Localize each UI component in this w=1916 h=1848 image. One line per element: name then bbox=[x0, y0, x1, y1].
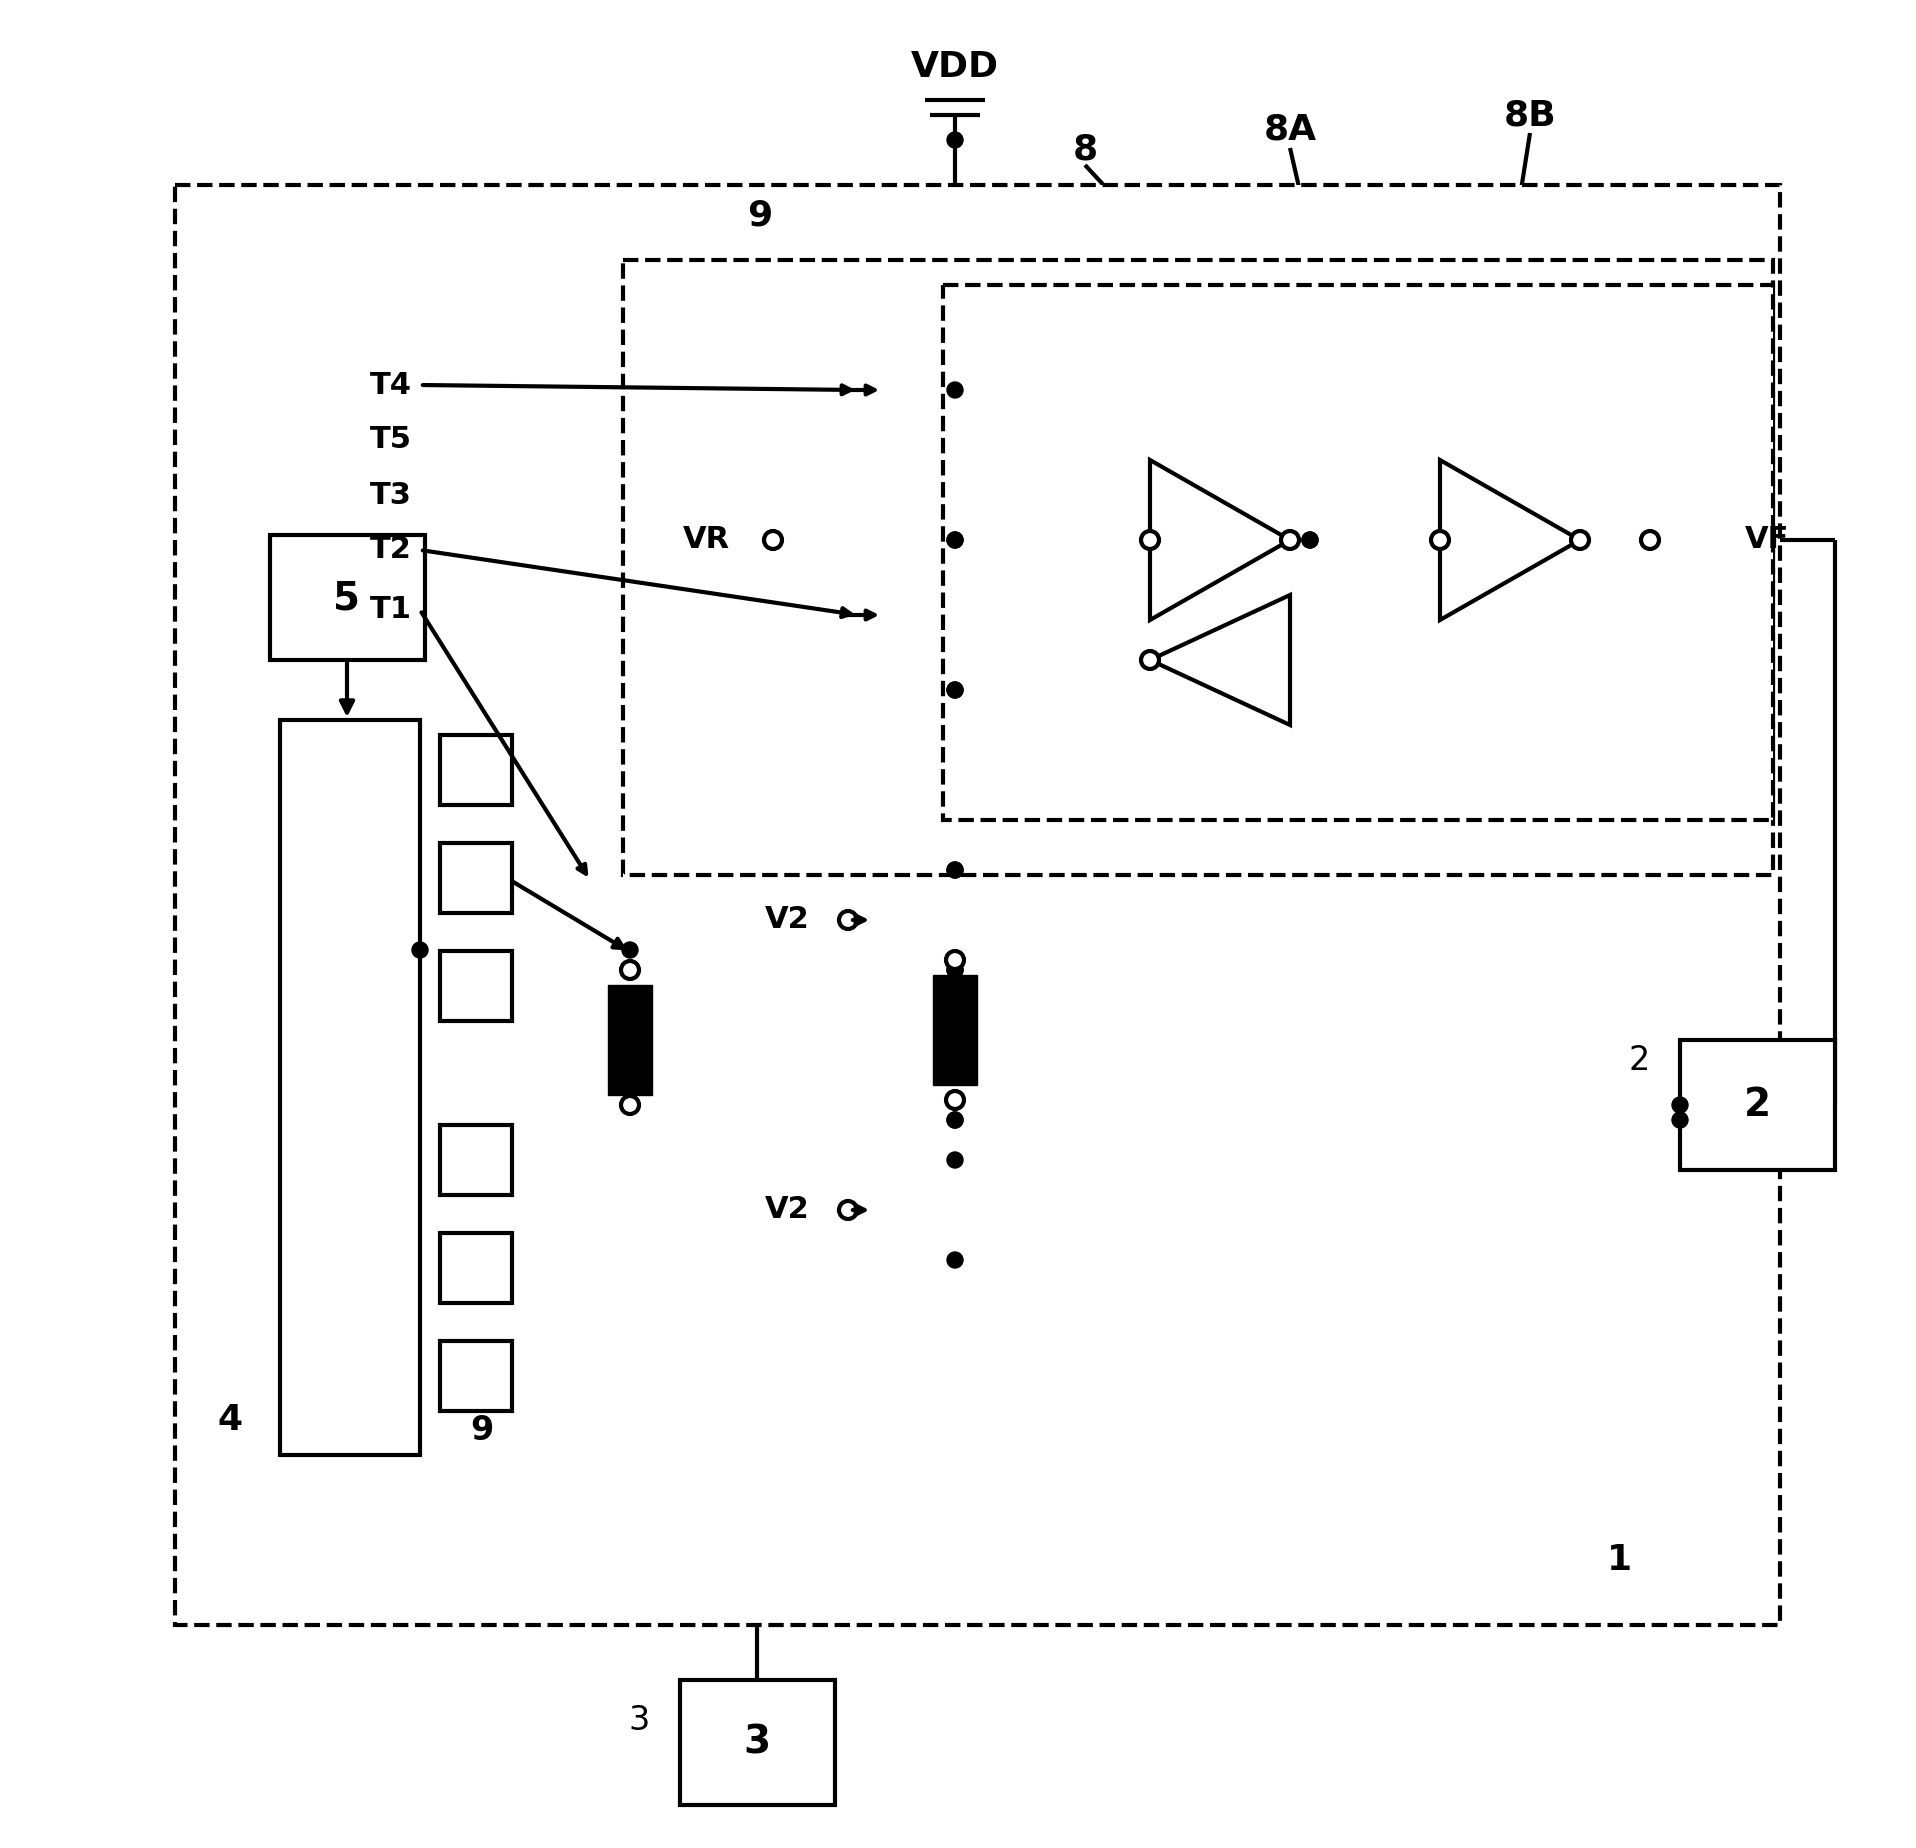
Text: 2: 2 bbox=[1629, 1044, 1650, 1077]
Circle shape bbox=[1673, 1112, 1688, 1127]
Circle shape bbox=[412, 942, 427, 957]
Text: 8: 8 bbox=[1073, 133, 1098, 166]
Text: T3: T3 bbox=[370, 480, 412, 510]
Bar bbox=[441, 952, 512, 1020]
Text: 8B: 8B bbox=[1504, 98, 1556, 131]
Bar bbox=[933, 976, 977, 1085]
Bar bbox=[441, 1233, 512, 1303]
Bar bbox=[441, 736, 512, 806]
Bar bbox=[1680, 1040, 1836, 1170]
Circle shape bbox=[947, 861, 964, 878]
Text: VDD: VDD bbox=[910, 50, 998, 83]
Circle shape bbox=[947, 682, 964, 699]
Bar bbox=[441, 1125, 512, 1196]
Circle shape bbox=[947, 383, 964, 397]
Bar bbox=[174, 185, 1780, 1624]
Circle shape bbox=[947, 1112, 964, 1127]
Bar bbox=[280, 721, 420, 1454]
Bar bbox=[441, 1342, 512, 1412]
Circle shape bbox=[1571, 530, 1588, 549]
Circle shape bbox=[1431, 530, 1448, 549]
Circle shape bbox=[947, 1251, 964, 1268]
Circle shape bbox=[947, 861, 964, 878]
Circle shape bbox=[1303, 532, 1318, 549]
Text: T2: T2 bbox=[370, 536, 412, 564]
Circle shape bbox=[839, 911, 856, 930]
Circle shape bbox=[947, 963, 964, 978]
Text: 5: 5 bbox=[333, 578, 360, 617]
Text: 8A: 8A bbox=[1263, 113, 1316, 148]
Circle shape bbox=[621, 1096, 640, 1114]
Circle shape bbox=[947, 963, 964, 978]
Bar bbox=[943, 285, 1772, 821]
Text: 1: 1 bbox=[1608, 1543, 1632, 1576]
Text: 2: 2 bbox=[1744, 1087, 1770, 1124]
Circle shape bbox=[947, 131, 964, 148]
Circle shape bbox=[947, 1151, 964, 1168]
Text: T1: T1 bbox=[370, 595, 412, 625]
Text: VR: VR bbox=[682, 525, 730, 554]
Text: T4: T4 bbox=[370, 370, 412, 399]
Text: V2: V2 bbox=[764, 1196, 810, 1225]
Circle shape bbox=[764, 530, 782, 549]
Circle shape bbox=[1142, 530, 1159, 549]
Bar bbox=[623, 261, 1772, 874]
Circle shape bbox=[1142, 650, 1159, 669]
Bar bbox=[680, 1680, 835, 1805]
Text: T5: T5 bbox=[370, 425, 412, 455]
Text: 4: 4 bbox=[217, 1403, 243, 1438]
Bar bbox=[270, 536, 425, 660]
Bar bbox=[441, 843, 512, 913]
Circle shape bbox=[947, 952, 964, 968]
Circle shape bbox=[947, 682, 964, 699]
Circle shape bbox=[839, 1201, 856, 1220]
Text: V2: V2 bbox=[764, 906, 810, 935]
Circle shape bbox=[1673, 1098, 1688, 1112]
Bar bbox=[607, 985, 651, 1096]
Circle shape bbox=[947, 1090, 964, 1109]
Text: 3: 3 bbox=[743, 1722, 770, 1761]
Text: 9: 9 bbox=[469, 1414, 492, 1447]
Circle shape bbox=[947, 532, 964, 549]
Text: VF: VF bbox=[1745, 525, 1790, 554]
Text: 9: 9 bbox=[747, 198, 772, 233]
Circle shape bbox=[1640, 530, 1659, 549]
Circle shape bbox=[947, 532, 964, 549]
Circle shape bbox=[1142, 532, 1157, 549]
Circle shape bbox=[1303, 532, 1318, 549]
Circle shape bbox=[621, 961, 640, 979]
Circle shape bbox=[623, 942, 638, 957]
Circle shape bbox=[1282, 530, 1299, 549]
Circle shape bbox=[947, 1112, 964, 1127]
Text: 3: 3 bbox=[628, 1704, 650, 1737]
